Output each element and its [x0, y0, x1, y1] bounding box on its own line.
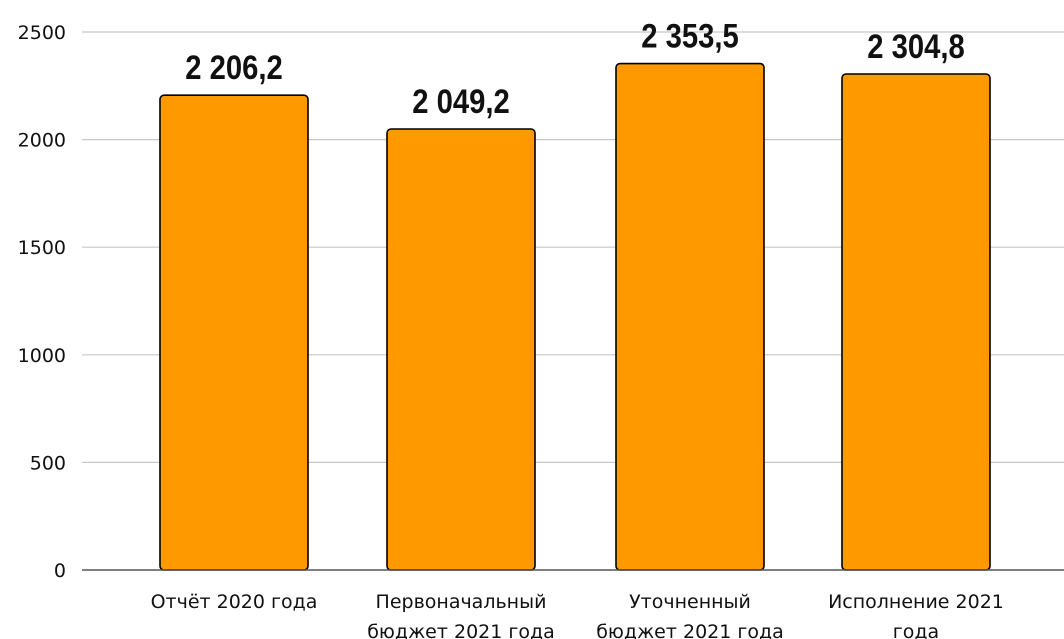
- y-tick-label: 1000: [18, 345, 66, 367]
- x-category-label: Уточненный бюджет 2021 года: [596, 591, 784, 639]
- x-category-label-line: бюджет 2021 года: [367, 621, 555, 639]
- data-label: 2 304,8: [867, 27, 965, 66]
- y-tick-label: 0: [54, 560, 66, 582]
- x-category-label: Отчёт 2020 года: [151, 591, 318, 613]
- data-label: 2 206,2: [185, 48, 283, 87]
- x-category-label-line: Уточненный: [629, 591, 751, 613]
- y-axis-tick-labels: 0 500 1000 1500 2000 2500: [18, 22, 66, 582]
- data-labels: 2 206,2 2 049,2 2 353,5 2 304,8: [185, 16, 965, 120]
- x-category-label-line: года: [893, 621, 939, 639]
- y-tick-label: 500: [30, 452, 66, 474]
- y-tick-label: 1500: [18, 237, 66, 259]
- bar: [615, 62, 765, 571]
- x-category-label-line: Отчёт 2020 года: [151, 591, 318, 613]
- x-category-label: Исполнение 2021 года: [828, 591, 1004, 639]
- x-category-label: Первоначальный бюджет 2021 года: [367, 591, 555, 639]
- y-tick-label: 2000: [18, 130, 66, 152]
- bar: [159, 94, 309, 571]
- x-category-label-line: Первоначальный: [376, 591, 547, 613]
- data-label: 2 049,2: [412, 82, 510, 121]
- x-axis-category-labels: Отчёт 2020 года Первоначальный бюджет 2021…: [151, 591, 1004, 639]
- bar: [386, 128, 536, 571]
- data-label: 2 353,5: [641, 16, 739, 55]
- x-category-label-line: бюджет 2021 года: [596, 621, 784, 639]
- bar: [841, 73, 991, 571]
- bars: [159, 62, 991, 571]
- y-tick-label: 2500: [18, 22, 66, 44]
- x-category-label-line: Исполнение 2021: [828, 591, 1004, 613]
